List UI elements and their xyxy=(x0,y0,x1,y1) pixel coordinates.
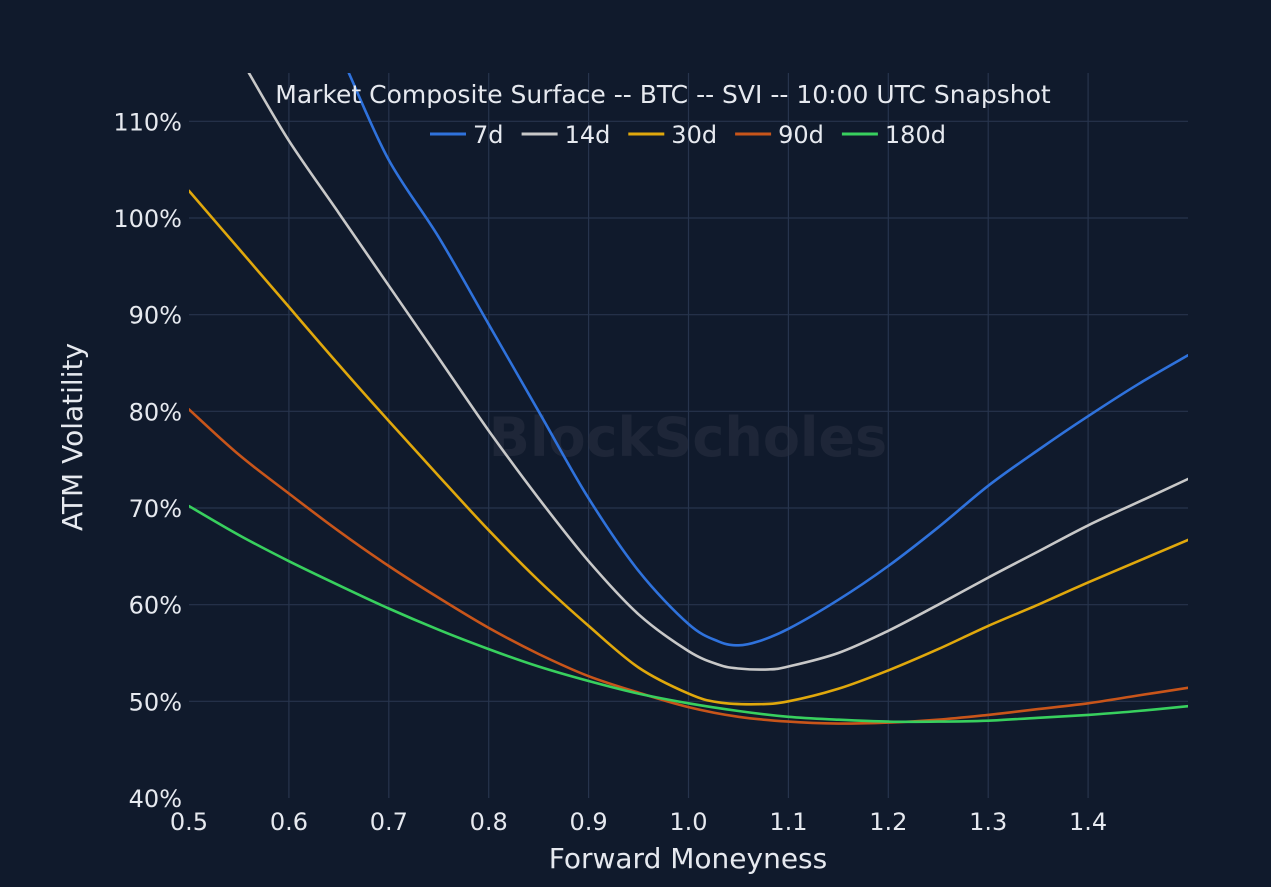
legend-item-14d[interactable]: 14d xyxy=(521,121,611,149)
y-tick-label: 70% xyxy=(129,495,182,523)
y-tick-label: 60% xyxy=(129,592,182,620)
y-axis-ticks: 40% 50% 60% 70% 80% 90% 100% 110% xyxy=(113,108,182,813)
y-tick-label: 80% xyxy=(129,398,182,426)
x-tick-label: 1.3 xyxy=(969,808,1007,836)
y-tick-label: 50% xyxy=(129,688,182,716)
grid xyxy=(189,73,1188,798)
series-line-30d xyxy=(189,189,1188,706)
legend-label: 180d xyxy=(885,121,946,149)
x-axis-ticks: 0.5 0.6 0.7 0.8 0.9 1.0 1.1 1.2 1.3 1.4 xyxy=(170,808,1107,836)
legend-label: 30d xyxy=(671,121,717,149)
legend-item-180d[interactable]: 180d xyxy=(841,121,946,149)
y-tick-label: 40% xyxy=(129,785,182,813)
x-axis-title: Forward Moneyness xyxy=(549,842,827,875)
y-axis-title: ATM Volatility xyxy=(56,343,89,531)
y-tick-label: 110% xyxy=(113,108,182,136)
legend-label: 90d xyxy=(778,121,824,149)
watermark-text: BlockScholes xyxy=(489,406,887,469)
series-line-90d xyxy=(189,408,1188,725)
x-tick-label: 1.4 xyxy=(1069,808,1107,836)
chart-title: Market Composite Surface -- BTC -- SVI -… xyxy=(275,80,1051,109)
x-tick-label: 1.1 xyxy=(769,808,807,836)
legend-label: 7d xyxy=(473,121,504,149)
legend-item-90d[interactable]: 90d xyxy=(735,121,824,149)
x-tick-label: 1.2 xyxy=(869,808,907,836)
series-lines xyxy=(189,73,1188,725)
legend-item-7d[interactable]: 7d xyxy=(430,121,504,149)
y-tick-label: 90% xyxy=(129,302,182,330)
x-tick-label: 1.0 xyxy=(669,808,707,836)
x-tick-label: 0.8 xyxy=(470,808,508,836)
x-tick-label: 0.7 xyxy=(370,808,408,836)
x-tick-label: 0.9 xyxy=(570,808,608,836)
y-tick-label: 100% xyxy=(113,205,182,233)
legend[interactable]: 7d 14d 30d 90d 180d xyxy=(430,121,946,149)
series-line-7d xyxy=(347,73,1188,647)
legend-label: 14d xyxy=(565,121,611,149)
series-line-14d xyxy=(247,73,1188,671)
x-tick-label: 0.5 xyxy=(170,808,208,836)
x-tick-label: 0.6 xyxy=(270,808,308,836)
legend-item-30d[interactable]: 30d xyxy=(628,121,717,149)
series-line-180d xyxy=(189,504,1188,724)
